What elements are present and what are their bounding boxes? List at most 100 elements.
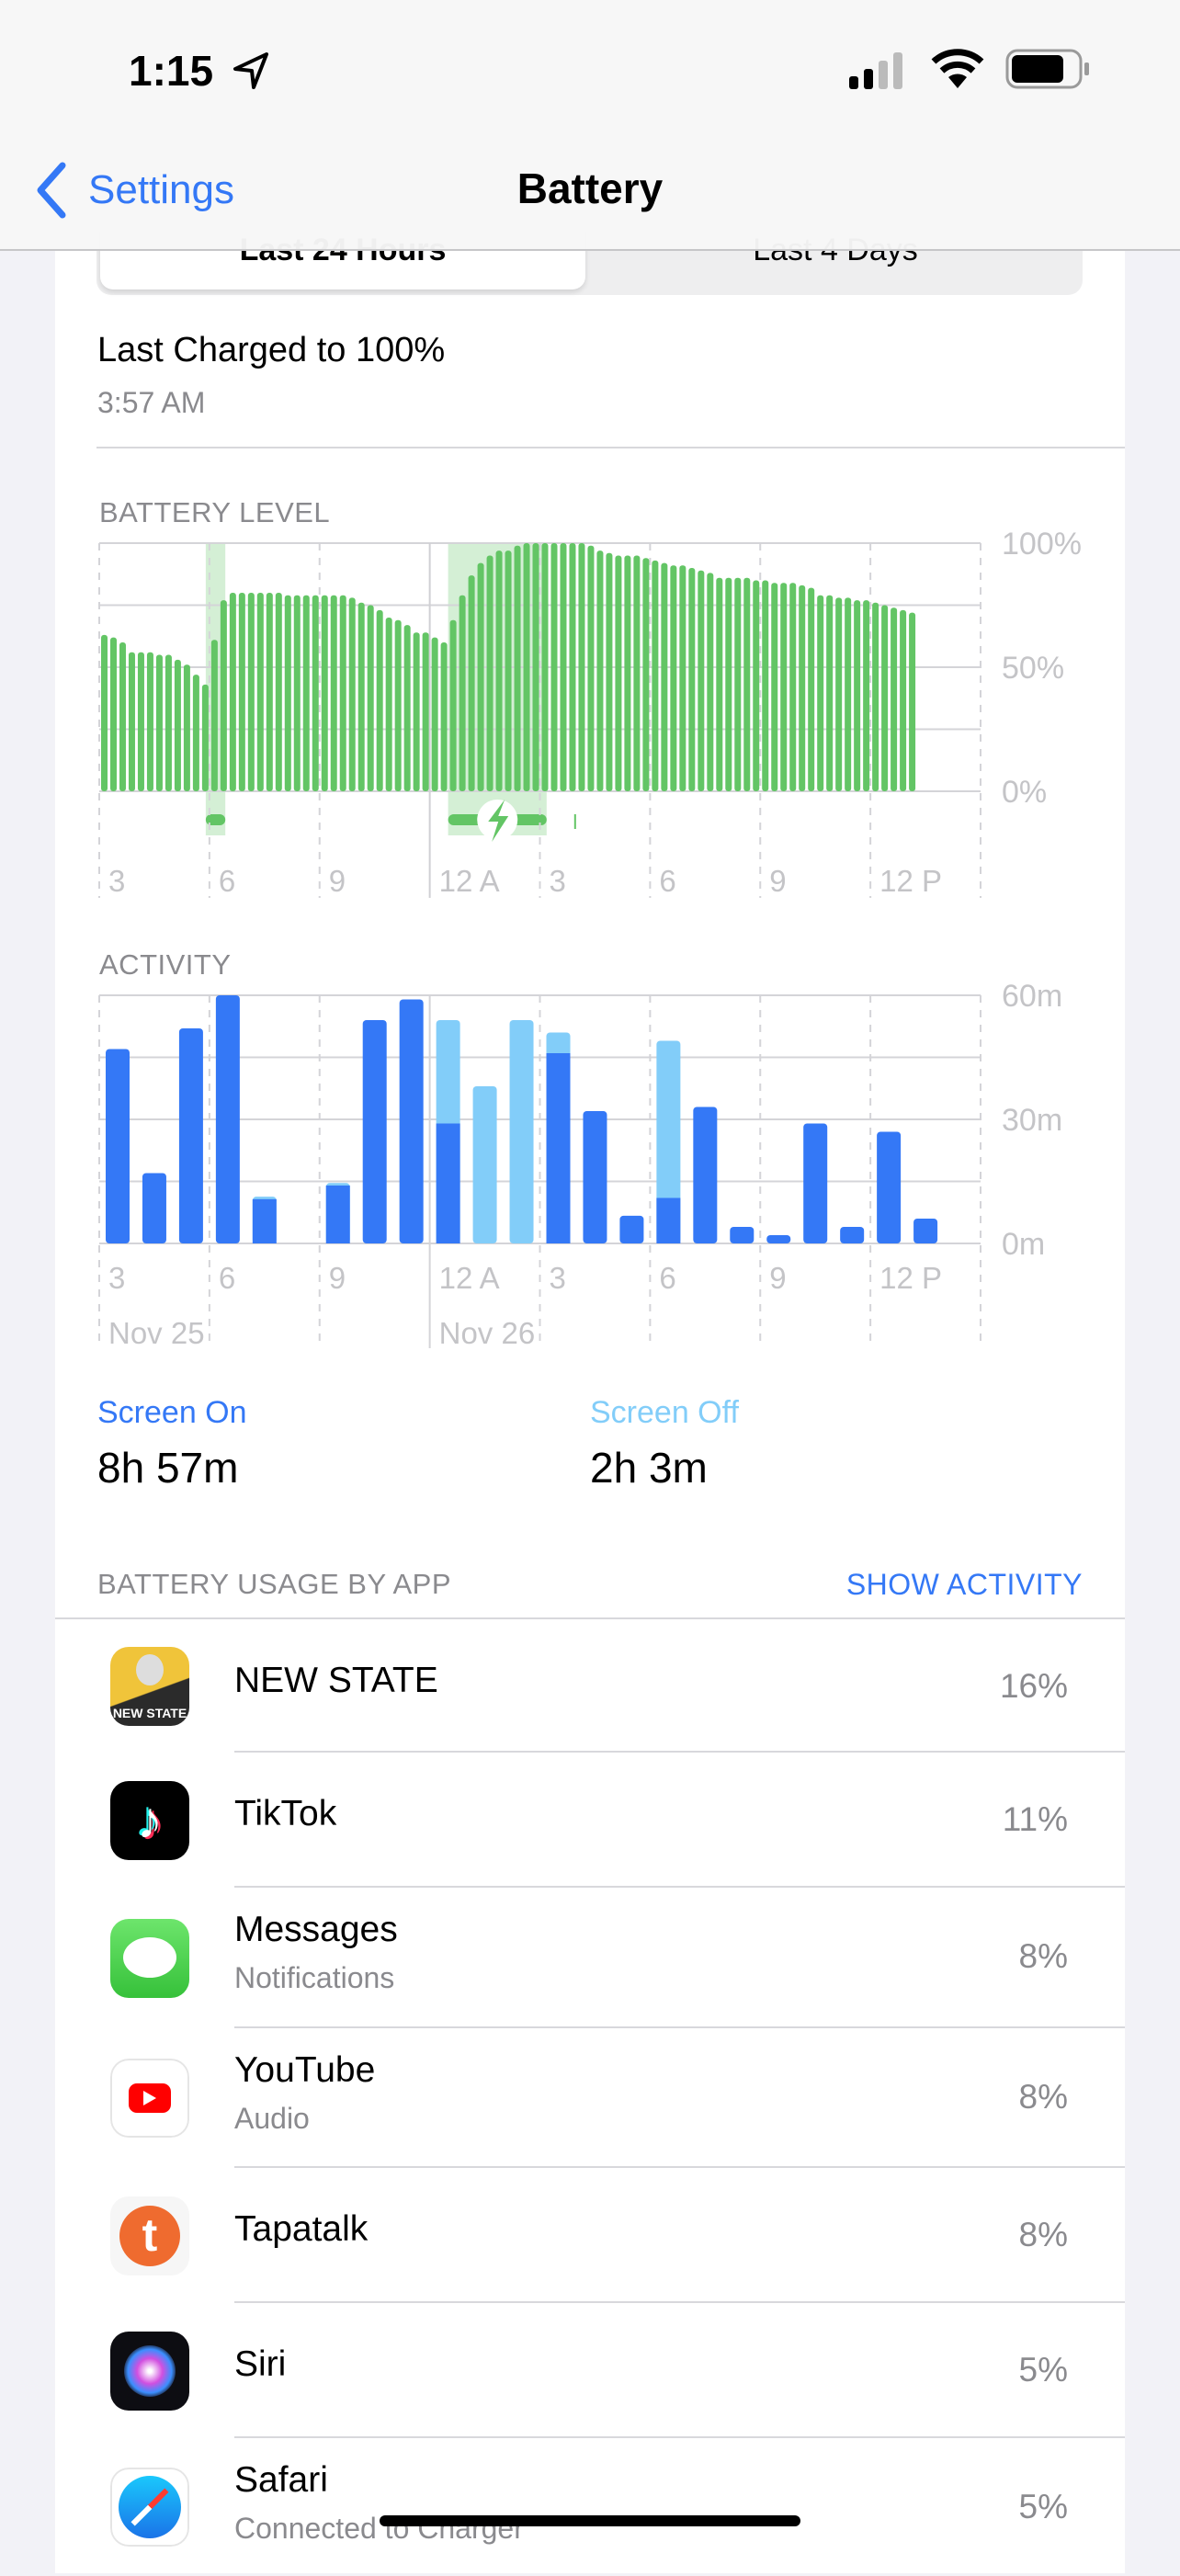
battery-level-bar	[256, 593, 264, 791]
charging-indicator-bar	[573, 814, 576, 829]
app-subtitle: Notifications	[234, 1961, 395, 1994]
battery-level-bar	[780, 583, 788, 791]
x-tick-label: 6	[659, 864, 675, 898]
x-tick-label: 3	[550, 1261, 566, 1295]
battery-level-bar	[238, 593, 245, 791]
battery-level-bar	[137, 652, 144, 791]
y-tick-label: 100%	[1002, 527, 1082, 562]
battery-level-bar	[367, 605, 374, 791]
show-activity-button[interactable]: SHOW ACTIVITY	[845, 1568, 1083, 1601]
battery-level-bar	[587, 545, 595, 791]
battery-level-bar	[891, 607, 898, 791]
battery-level-bar	[449, 619, 457, 791]
battery-level-bar	[275, 593, 282, 791]
screen-on-bar	[877, 1131, 902, 1243]
app-name: Safari	[234, 2460, 328, 2500]
last-charged-title: Last Charged to 100%	[97, 331, 446, 369]
screen-on-bar	[362, 1020, 387, 1243]
screen-off-bar	[656, 1040, 681, 1243]
x-tick-label: 9	[769, 1261, 786, 1295]
battery-level-bar	[165, 654, 172, 791]
screen-on-value: 8h 57m	[97, 1444, 239, 1492]
app-usage-row[interactable]: t Tapatalk 8%	[55, 2168, 1125, 2303]
cellular-signal-icon	[849, 52, 902, 89]
battery-level-bar	[201, 684, 209, 791]
battery-level-bar	[413, 632, 420, 791]
battery-level-bar	[210, 640, 218, 791]
divider	[96, 447, 1125, 448]
battery-level-bar	[174, 659, 181, 791]
x-tick-label: 3	[550, 864, 566, 898]
location-arrow-icon	[233, 52, 268, 89]
app-name: Siri	[234, 2344, 287, 2384]
battery-level-bar	[606, 552, 613, 791]
battery-level-bar	[357, 602, 365, 791]
battery-level-bar	[183, 664, 190, 791]
app-usage-row[interactable]: Safari Connected to Charger 5%	[55, 2438, 1125, 2576]
battery-level-bar	[330, 595, 337, 791]
battery-level-chart: 100% 50% 0% 3 6 9 12 A 3 6 9 12 P	[98, 527, 1082, 898]
app-battery-percent: 5%	[1018, 2351, 1068, 2389]
battery-level-bar	[403, 625, 411, 791]
battery-level-bar	[293, 595, 301, 791]
usage-by-app-header: BATTERY USAGE BY APP	[97, 1568, 452, 1600]
battery-level-bar	[486, 555, 494, 791]
app-battery-percent: 8%	[1018, 2078, 1068, 2116]
battery-level-bar	[762, 580, 769, 791]
divider	[234, 2436, 1125, 2438]
app-usage-row[interactable]: NEW STATE NEW STATE 16%	[55, 1619, 1125, 1753]
wifi-icon	[931, 49, 984, 88]
x-tick-label: 6	[219, 1261, 235, 1295]
battery-level-bar	[339, 595, 346, 791]
tapatalk-app-icon: t	[110, 2196, 189, 2275]
battery-level-bar	[532, 543, 539, 791]
charging-indicator-bar	[205, 814, 226, 825]
battery-level-bar	[312, 595, 319, 791]
tiktok-app-icon: ♪	[110, 1780, 189, 1860]
back-button[interactable]: Settings	[33, 162, 234, 219]
app-name: Tapatalk	[234, 2209, 369, 2249]
siri-app-icon	[110, 2331, 189, 2411]
app-usage-row[interactable]: Messages Notifications 8%	[55, 1888, 1125, 2028]
safari-app-icon	[110, 2468, 189, 2547]
battery-level-bar	[578, 543, 585, 791]
screen-on-bar	[142, 1173, 166, 1243]
battery-level-bar	[679, 565, 686, 791]
page-title: Battery	[516, 165, 664, 212]
battery-level-bar	[799, 584, 806, 791]
app-usage-row[interactable]: Siri 5%	[55, 2303, 1125, 2438]
battery-level-bar	[523, 543, 530, 791]
battery-level-bar	[789, 583, 797, 791]
battery-level-bar	[550, 543, 558, 791]
battery-level-bar	[321, 595, 328, 791]
app-battery-percent: 11%	[1002, 1800, 1068, 1838]
battery-level-bar	[624, 555, 631, 791]
battery-level-bar	[302, 595, 310, 791]
new-state-app-icon: NEW STATE	[110, 1646, 189, 1726]
battery-level-bar	[477, 562, 484, 791]
app-usage-row[interactable]: YouTube Audio 8%	[55, 2028, 1125, 2168]
screen-on-bar	[215, 995, 240, 1243]
divider	[55, 1617, 1125, 1619]
battery-level-bar	[615, 555, 622, 791]
screen-on-bar	[436, 1123, 460, 1243]
battery-level-bar	[670, 565, 677, 791]
x-tick-label: 3	[108, 1261, 125, 1295]
battery-level-bar	[284, 595, 291, 791]
app-name: Messages	[234, 1910, 398, 1949]
battery-level-bar	[146, 652, 153, 791]
screen-off-label: Screen Off	[590, 1395, 739, 1430]
last-charged-time: 3:57 AM	[97, 386, 206, 419]
battery-level-bar	[753, 580, 760, 791]
screen-on-bar	[656, 1197, 681, 1243]
screen-on-bar	[252, 1198, 277, 1243]
screen-on-bar	[840, 1227, 865, 1243]
x-tick-label: 9	[329, 864, 346, 898]
battery-level-bar	[440, 642, 448, 791]
home-indicator[interactable]	[380, 2515, 800, 2526]
battery-level-bar	[119, 642, 126, 791]
screen-on-bar	[399, 999, 424, 1243]
battery-level-title: BATTERY LEVEL	[99, 496, 331, 528]
app-usage-row[interactable]: ♪ TikTok 11%	[55, 1753, 1125, 1888]
battery-level-bar	[596, 550, 604, 791]
